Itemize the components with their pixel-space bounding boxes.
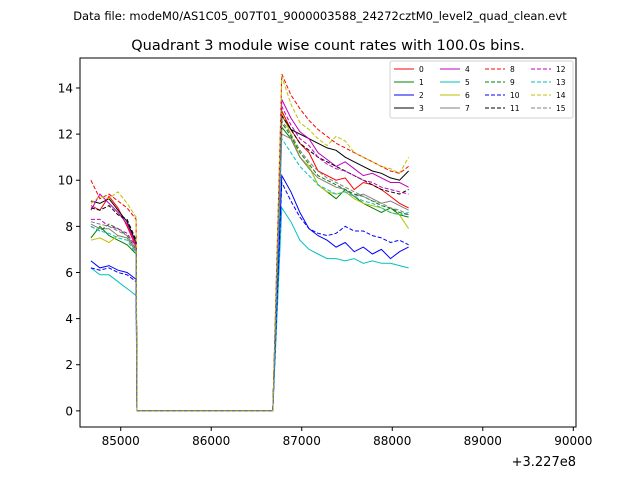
y-tick-label: 0 <box>65 404 73 418</box>
x-tick-label: 88000 <box>373 434 411 448</box>
chart-suptitle: Data file: modeM0/AS1C05_007T01_90000035… <box>73 9 567 23</box>
y-axis: 0 2 4 6 8 10 12 14 <box>58 81 80 418</box>
y-tick-label: 12 <box>58 128 73 142</box>
legend-label-9: 9 <box>510 78 515 87</box>
series-line-2 <box>90 173 409 412</box>
series-line-12 <box>90 106 409 412</box>
chart-title: Quadrant 3 module wise count rates with … <box>131 38 525 54</box>
x-tick-label: 85000 <box>102 434 140 448</box>
legend-label-13: 13 <box>556 78 566 87</box>
series-line-8 <box>90 73 409 412</box>
legend-label-1: 1 <box>419 78 424 87</box>
axes-frame <box>79 57 577 428</box>
series-line-10 <box>90 182 409 412</box>
series-line-3 <box>90 114 409 412</box>
legend-label-4: 4 <box>465 65 470 74</box>
legend-label-0: 0 <box>419 65 424 74</box>
y-tick-label: 4 <box>65 312 73 326</box>
y-tick-label: 8 <box>65 220 73 234</box>
legend-label-7: 7 <box>465 104 470 113</box>
legend-label-15: 15 <box>556 104 566 113</box>
legend-label-3: 3 <box>419 104 424 113</box>
legend-label-11: 11 <box>510 104 520 113</box>
plot-area <box>90 73 410 412</box>
series-line-14 <box>90 76 410 412</box>
y-tick-label: 14 <box>58 81 73 95</box>
legend-box <box>389 60 574 119</box>
legend-label-10: 10 <box>510 91 520 100</box>
y-tick-label: 10 <box>58 174 73 188</box>
legend-label-8: 8 <box>510 65 515 74</box>
legend-label-6: 6 <box>465 91 470 100</box>
series-line-15 <box>90 118 409 412</box>
y-tick-label: 2 <box>65 358 73 372</box>
legend-label-5: 5 <box>465 78 470 87</box>
x-tick-label: 86000 <box>192 434 230 448</box>
x-tick-label: 90000 <box>554 434 592 448</box>
series-line-4 <box>90 99 409 412</box>
series-line-1 <box>90 125 409 412</box>
legend-label-12: 12 <box>556 65 566 74</box>
y-tick-label: 6 <box>65 266 73 280</box>
x-offset-label: +3.227e8 <box>512 455 576 470</box>
series-line-7 <box>90 133 409 412</box>
x-axis: 85000 86000 87000 88000 89000 90000 <box>102 427 592 448</box>
x-tick-label: 89000 <box>464 434 502 448</box>
series-line-9 <box>90 121 409 412</box>
x-tick-label: 87000 <box>283 434 321 448</box>
legend-label-14: 14 <box>556 91 566 100</box>
series-line-5 <box>90 206 409 412</box>
series-line-11 <box>90 114 409 412</box>
legend-label-2: 2 <box>419 91 424 100</box>
